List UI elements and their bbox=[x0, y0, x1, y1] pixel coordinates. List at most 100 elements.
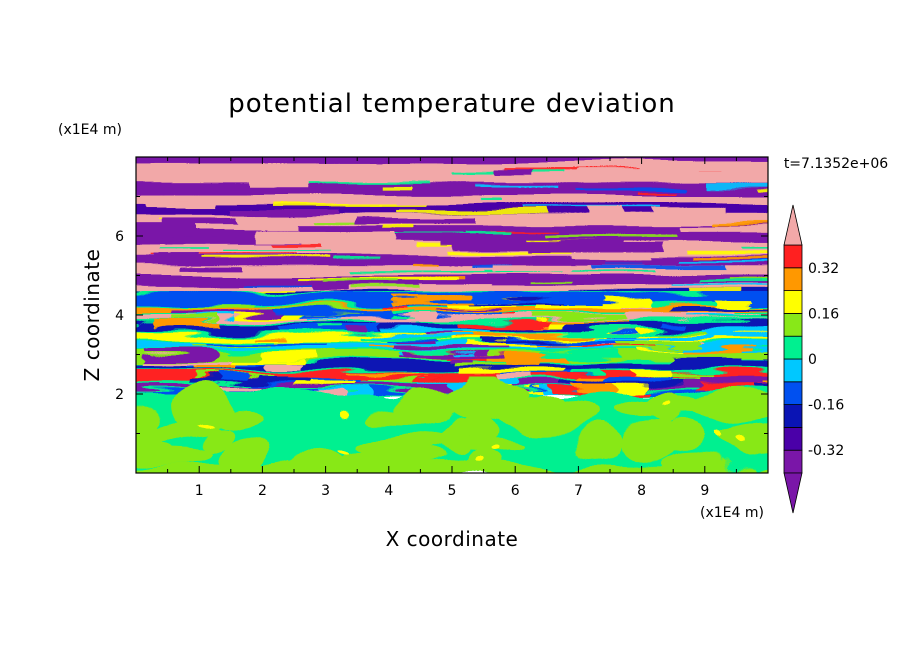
mid-streak bbox=[257, 352, 319, 359]
mid-streak bbox=[234, 358, 304, 365]
lower-blob bbox=[661, 424, 697, 454]
mid-streak bbox=[575, 385, 615, 391]
upper-patch bbox=[636, 170, 768, 181]
mid-streak bbox=[463, 342, 541, 349]
lower-blob bbox=[220, 440, 269, 473]
mid-streak bbox=[685, 315, 740, 318]
upper-streak bbox=[413, 264, 441, 267]
upper-patch bbox=[256, 266, 391, 273]
colorbar-bin bbox=[783, 312, 803, 337]
upper-streak bbox=[394, 210, 547, 215]
y-tick-label: 2 bbox=[115, 387, 124, 403]
x-tick-label: 8 bbox=[637, 483, 646, 499]
lower-blob bbox=[368, 432, 433, 458]
mid-streak bbox=[505, 360, 541, 365]
upper-patch bbox=[681, 225, 768, 232]
mid-streak bbox=[314, 325, 341, 328]
lower-blob bbox=[527, 392, 564, 409]
x-tick-label: 5 bbox=[448, 483, 457, 499]
mid-streak bbox=[190, 378, 311, 383]
mid-streak bbox=[213, 384, 265, 390]
mid-streak bbox=[657, 332, 706, 335]
upper-streak bbox=[687, 251, 768, 255]
x-tick-label: 1 bbox=[195, 483, 204, 499]
upper-streak bbox=[692, 256, 768, 260]
upper-patch bbox=[146, 201, 218, 209]
lower-blob bbox=[494, 396, 602, 432]
mid-streak bbox=[529, 315, 629, 320]
contour-field bbox=[136, 157, 768, 473]
mid-streak bbox=[745, 351, 768, 354]
mid-streak bbox=[193, 363, 240, 369]
upper-streak bbox=[604, 262, 642, 265]
mid-streak bbox=[699, 386, 768, 391]
band-4 bbox=[136, 255, 768, 266]
mid-streak bbox=[431, 313, 502, 317]
lower-blob bbox=[136, 405, 163, 429]
band-5 bbox=[136, 275, 768, 286]
upper-streak bbox=[475, 184, 560, 187]
upper-streak bbox=[505, 169, 640, 172]
colorbar-bin bbox=[783, 335, 803, 360]
lower-blob bbox=[195, 427, 229, 456]
x-tick-label: 2 bbox=[258, 483, 267, 499]
x-tick-label: 6 bbox=[511, 483, 520, 499]
y-tick-label: 6 bbox=[115, 229, 124, 245]
upper-streak bbox=[678, 260, 768, 264]
upper-patch bbox=[395, 194, 480, 205]
mid-streak bbox=[627, 312, 742, 316]
y-axis-label: Z coordinate bbox=[80, 249, 104, 382]
lower-layer bbox=[136, 376, 768, 473]
mid-streak bbox=[616, 340, 702, 346]
mid-streak bbox=[575, 300, 616, 304]
upper-patch bbox=[588, 209, 624, 220]
upper-streak bbox=[245, 283, 327, 286]
lower-blob bbox=[578, 426, 621, 461]
mid-streak bbox=[760, 380, 768, 386]
mid-streak bbox=[550, 374, 571, 381]
mid-streak bbox=[402, 382, 451, 387]
mid-streak bbox=[717, 345, 768, 350]
mid-streak bbox=[630, 370, 669, 377]
upper-streak bbox=[350, 271, 513, 274]
upper-patch bbox=[162, 217, 240, 225]
mid-streak bbox=[344, 327, 368, 332]
upper-streak bbox=[490, 231, 562, 233]
mid-streak bbox=[392, 347, 510, 350]
colorbar-bin bbox=[783, 267, 803, 291]
mid-streak bbox=[765, 358, 768, 362]
upper-patch bbox=[495, 170, 534, 176]
x-tick-label: 4 bbox=[384, 483, 393, 499]
upper-patch bbox=[562, 240, 625, 252]
upper-streak bbox=[321, 278, 399, 282]
lower-spot bbox=[338, 447, 355, 453]
mid-streak bbox=[649, 372, 718, 378]
x-unit-label: (x1E4 m) bbox=[700, 505, 764, 521]
upper-streak bbox=[703, 182, 768, 187]
mid-streak bbox=[391, 310, 413, 315]
mid-streak bbox=[611, 345, 680, 351]
mid-streak bbox=[662, 325, 689, 329]
mid-streak bbox=[732, 390, 768, 396]
lower-spot bbox=[706, 434, 715, 443]
colorbar-top-arrow bbox=[783, 204, 803, 246]
upper-streak bbox=[686, 280, 768, 284]
time-label: t=7.1352e+06 bbox=[784, 156, 888, 172]
lower-blob bbox=[301, 450, 351, 473]
lower-spot bbox=[663, 401, 670, 407]
mid-streak bbox=[614, 385, 648, 392]
upper-streak bbox=[383, 223, 414, 227]
mid-streak bbox=[199, 313, 236, 318]
upper-streak bbox=[158, 246, 207, 249]
upper-streak bbox=[754, 187, 768, 190]
colorbar-bottom-arrow bbox=[783, 472, 803, 514]
mid-band-8 bbox=[136, 372, 768, 381]
upper-banded-layer bbox=[136, 157, 768, 300]
y-tick-label: 4 bbox=[115, 308, 124, 324]
y-axis: 2 4 6 bbox=[115, 196, 768, 434]
mid-streak bbox=[587, 324, 630, 328]
mid-streak bbox=[700, 376, 768, 383]
upper-patch bbox=[249, 179, 310, 187]
upper-patch bbox=[181, 266, 245, 272]
